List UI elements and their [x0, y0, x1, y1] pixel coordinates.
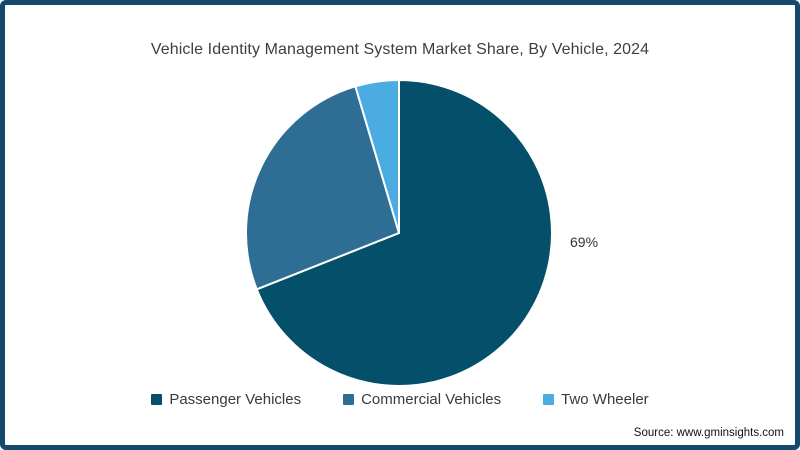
pie-slice-passenger-vehicles — [255, 79, 553, 387]
source-note: Source: www.gminsights.com — [633, 427, 784, 439]
pie-slice-two-wheeler — [354, 79, 400, 234]
legend-item-commercial-vehicles: Commercial Vehicles — [343, 391, 501, 408]
passenger-vehicles-share-label: 69% — [570, 234, 599, 250]
chart-title: Vehicle Identity Management System Marke… — [150, 41, 650, 58]
legend-marker-commercial-vehicles — [343, 394, 355, 405]
pie-chart — [245, 79, 553, 387]
legend-marker-passenger-vehicles — [151, 394, 163, 405]
legend-item-two-wheeler: Two Wheeler — [543, 391, 649, 408]
legend-label-passenger-vehicles: Passenger Vehicles — [169, 391, 302, 408]
pie-slice-commercial-vehicles — [245, 85, 400, 291]
legend: Passenger Vehicles Commercial Vehicles T… — [5, 391, 795, 408]
legend-label-commercial-vehicles: Commercial Vehicles — [361, 391, 502, 408]
legend-label-two-wheeler: Two Wheeler — [561, 391, 649, 408]
legend-item-passenger-vehicles: Passenger Vehicles — [151, 391, 301, 408]
legend-marker-two-wheeler — [543, 394, 555, 405]
